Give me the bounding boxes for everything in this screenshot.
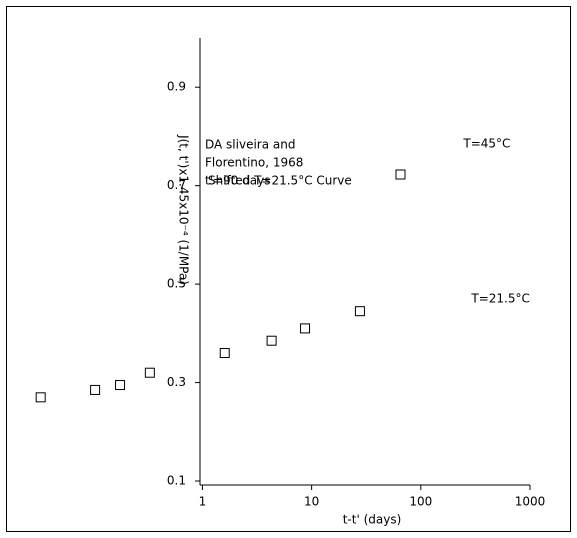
y-tick-label: 0.9 [167, 80, 186, 94]
x-tick-label: 10 [304, 495, 319, 509]
x-axis-label: t-t' (days) [343, 513, 402, 527]
series-label: T=21.5°C [470, 292, 529, 306]
y-tick-label: 0.7 [167, 178, 186, 192]
annotation: DA sliveira and [205, 138, 295, 152]
marker [266, 335, 277, 346]
y-tick-label: 0.5 [167, 277, 186, 291]
x-tick-label: 100 [409, 495, 432, 509]
marker [354, 306, 365, 317]
legend-marker [395, 169, 406, 180]
marker [144, 367, 155, 378]
y-axis-label: J(t, t')x1.45x10⁻⁴ (1/MPa) [177, 134, 191, 285]
marker [35, 392, 46, 403]
y-tick-label: 0.3 [167, 375, 186, 389]
annotation: t'=90 days [205, 174, 270, 188]
x-tick-label: 1000 [515, 495, 546, 509]
annotation: Florentino, 1968 [205, 156, 303, 170]
marker [115, 380, 126, 391]
marker [219, 348, 230, 359]
marker [90, 384, 101, 395]
marker [300, 323, 311, 334]
legend-label: Shifted T=21.5°C Curve [208, 174, 352, 188]
series-label: T=45°C [462, 137, 510, 151]
frame [6, 6, 571, 532]
y-tick-label: 0.1 [167, 474, 186, 488]
x-tick-label: 1 [199, 495, 207, 509]
